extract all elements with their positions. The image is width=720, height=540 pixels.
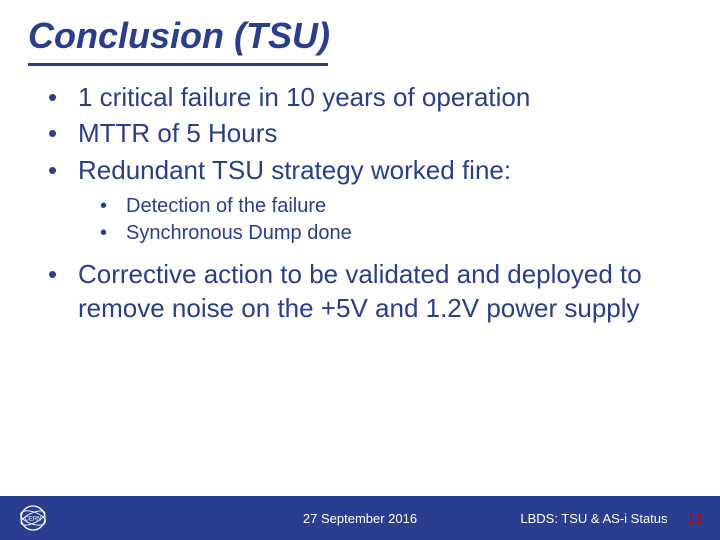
bullet-text: Synchronous Dump done xyxy=(126,222,352,244)
bullet-list: 1 critical failure in 10 years of operat… xyxy=(36,80,684,326)
sub-bullet-list: Detection of the failure Synchronous Dum… xyxy=(78,193,684,247)
list-item: Detection of the failure xyxy=(78,193,684,220)
bullet-text: MTTR of 5 Hours xyxy=(78,118,277,148)
slide-title: Conclusion (TSU) xyxy=(28,15,692,57)
cern-logo-icon: CERN xyxy=(18,503,48,533)
footer-right-text: LBDS: TSU & AS-i Status xyxy=(520,511,667,526)
logo-text: CERN xyxy=(24,517,41,523)
bullet-text: Detection of the failure xyxy=(126,195,326,217)
footer-bar: CERN 27 September 2016 LBDS: TSU & AS-i … xyxy=(0,496,720,540)
list-item: Redundant TSU strategy worked fine: Dete… xyxy=(36,153,684,247)
page-number: 13 xyxy=(688,511,702,526)
footer-date: 27 September 2016 xyxy=(303,511,417,526)
list-item: MTTR of 5 Hours xyxy=(36,116,684,150)
bullet-text: Corrective action to be validated and de… xyxy=(78,259,642,323)
bullet-text: 1 critical failure in 10 years of operat… xyxy=(78,82,530,112)
content-area: 1 critical failure in 10 years of operat… xyxy=(0,66,720,540)
list-item: 1 critical failure in 10 years of operat… xyxy=(36,80,684,114)
list-item: Corrective action to be validated and de… xyxy=(36,257,684,326)
bullet-text: Redundant TSU strategy worked fine: xyxy=(78,155,511,185)
list-item: Synchronous Dump done xyxy=(78,220,684,247)
